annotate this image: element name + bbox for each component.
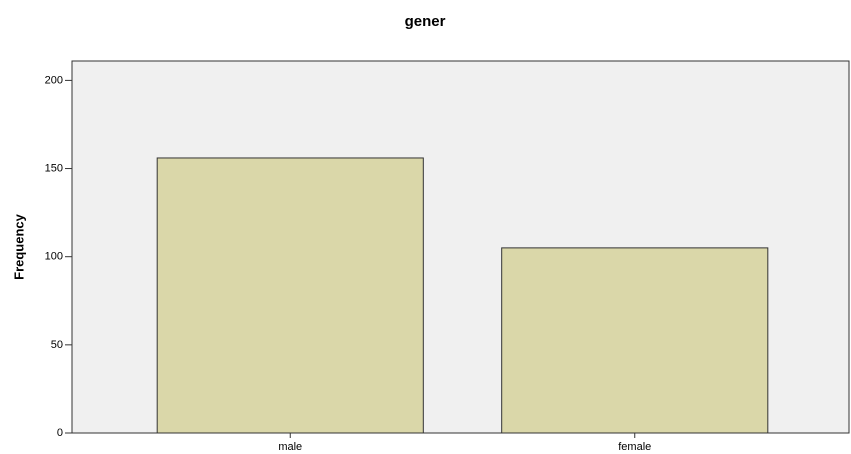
- chart-title: gener: [405, 13, 446, 30]
- x-tick-label: male: [278, 441, 302, 453]
- bar: [156, 157, 424, 434]
- y-tick-label: 200: [45, 74, 63, 86]
- y-tick-label: 100: [45, 251, 63, 263]
- bar: [501, 247, 769, 434]
- y-tick-label: 0: [57, 427, 63, 439]
- x-tick-label: female: [618, 441, 651, 453]
- y-tick-label: 150: [45, 162, 63, 174]
- y-axis-label: Frequency: [11, 213, 26, 280]
- y-tick-label: 50: [51, 339, 63, 351]
